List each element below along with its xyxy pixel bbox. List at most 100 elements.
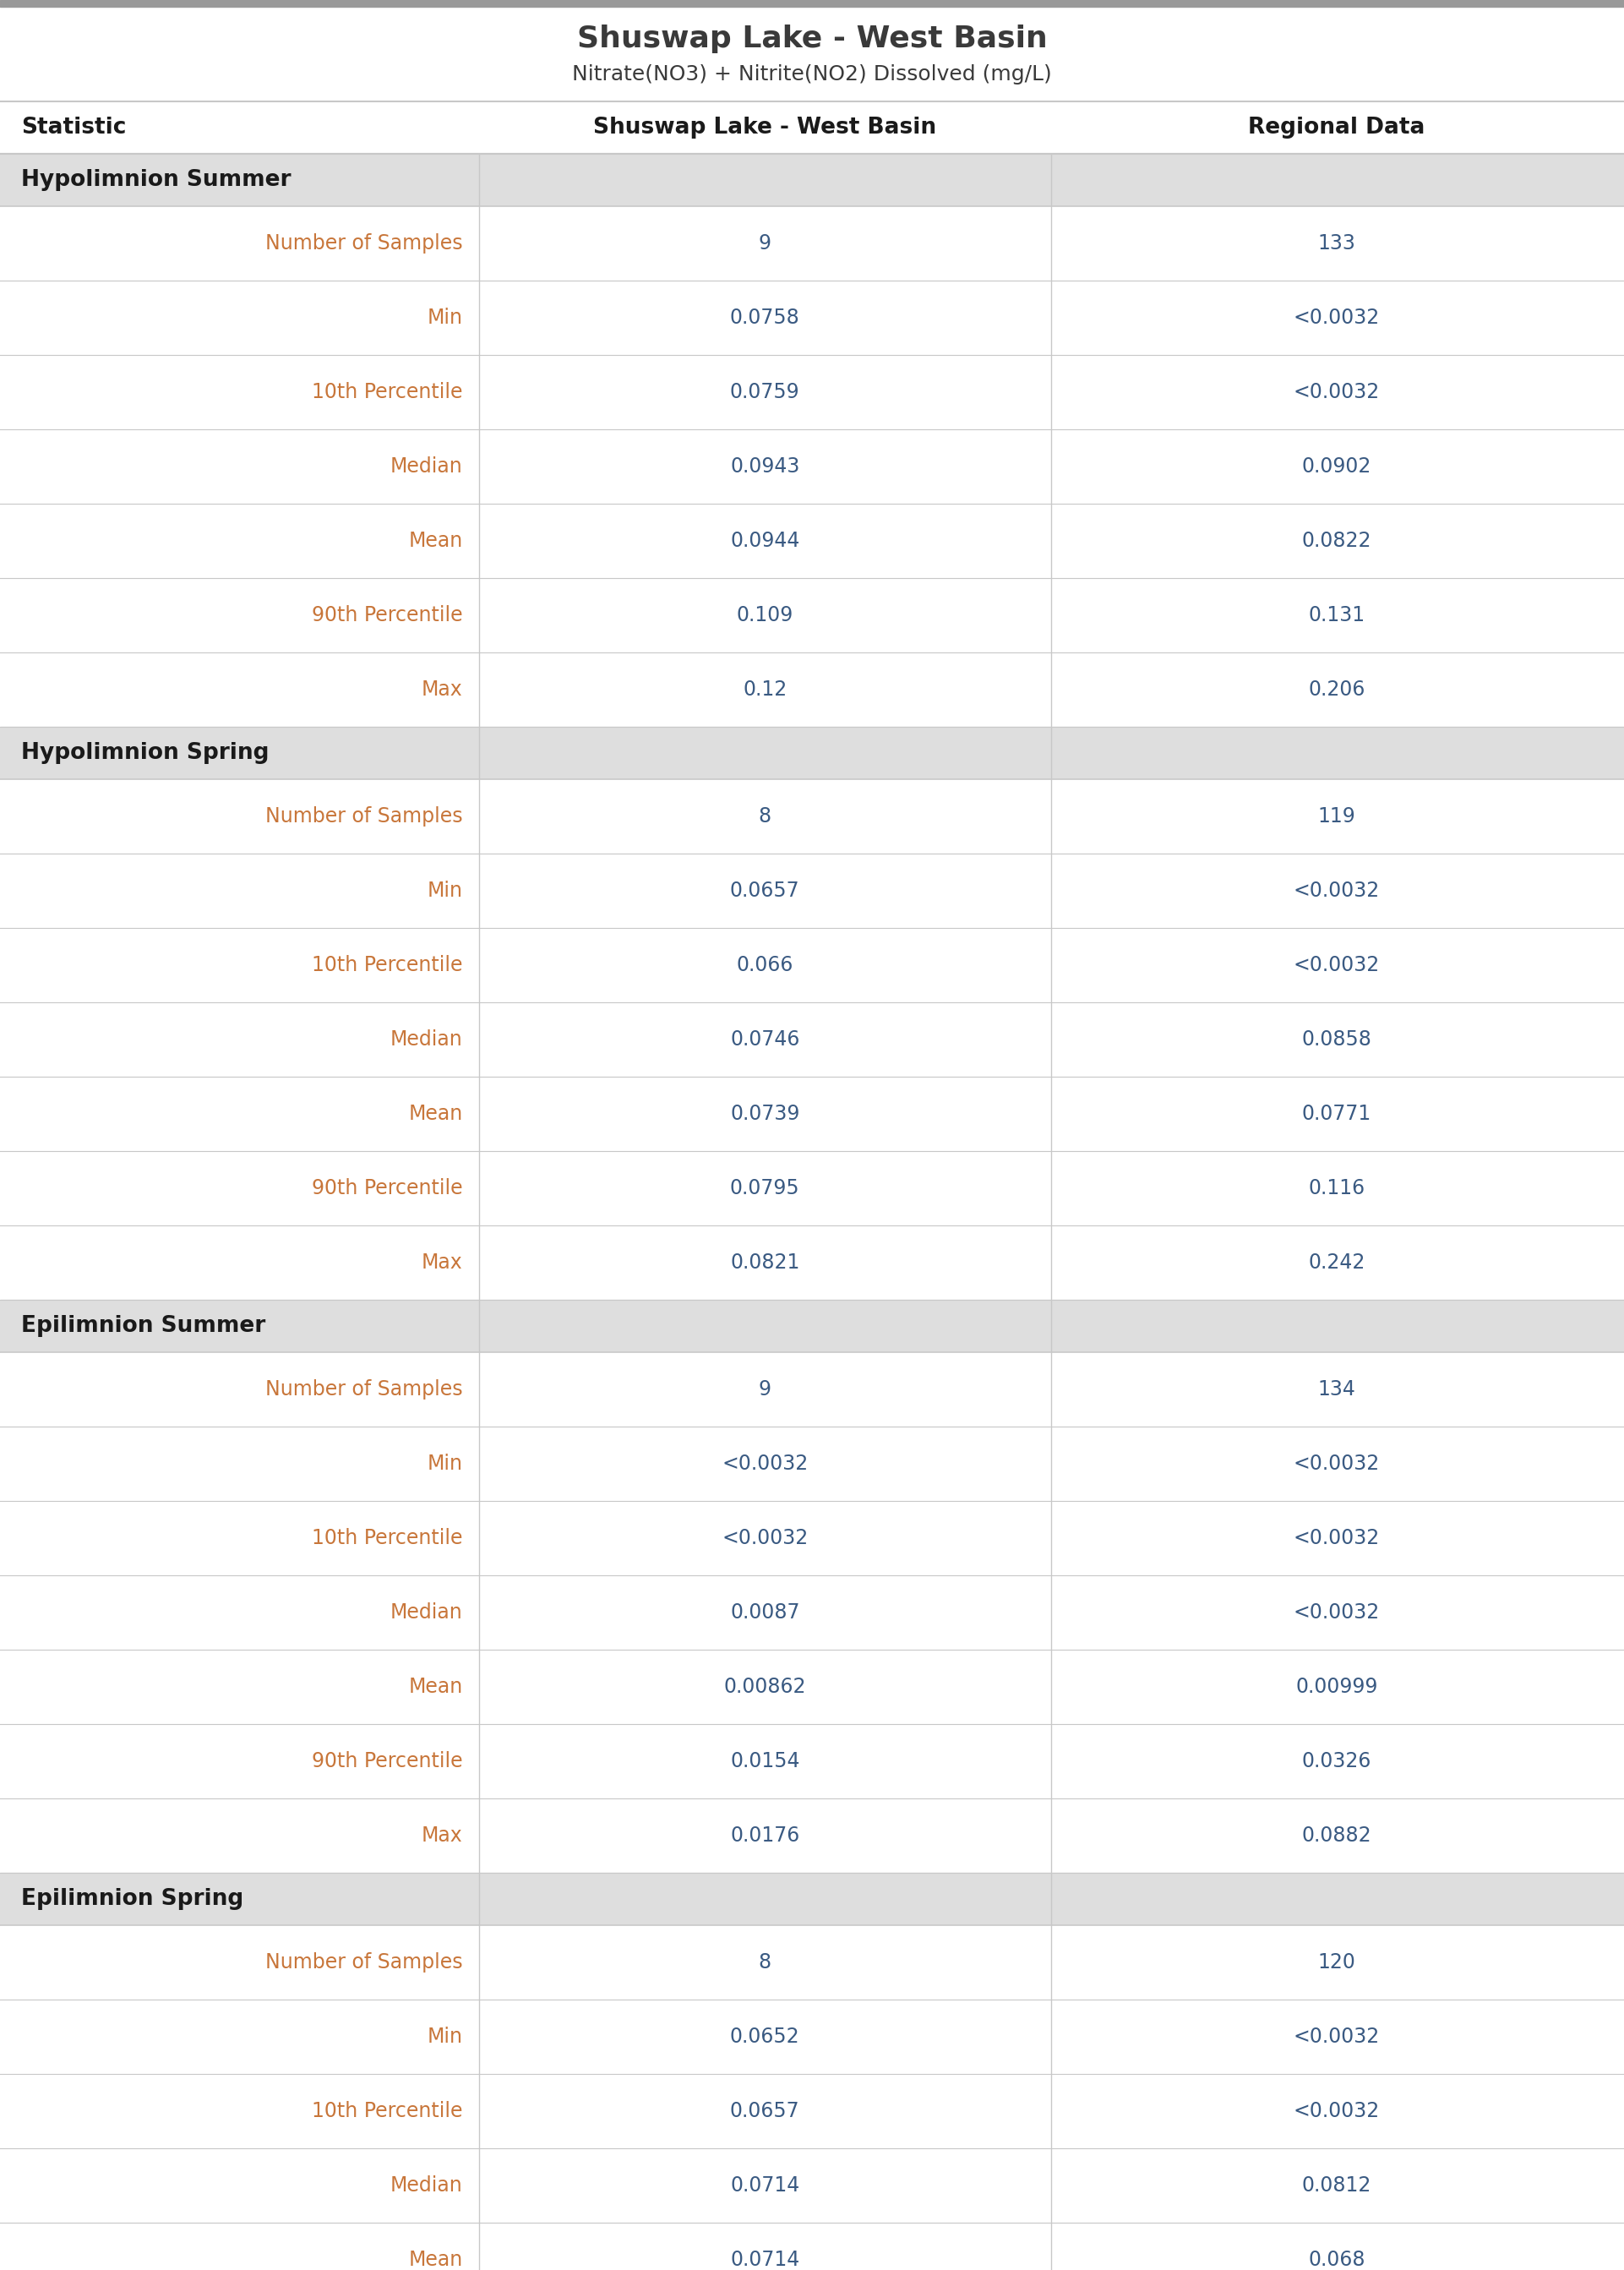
Text: 8: 8 [758, 806, 771, 826]
Text: 0.0652: 0.0652 [731, 2027, 799, 2048]
Text: Max: Max [422, 1825, 463, 1846]
Text: 0.0902: 0.0902 [1302, 456, 1371, 477]
Bar [0, 1575, 1624, 1650]
Bar [0, 154, 1624, 207]
Text: 90th Percentile: 90th Percentile [312, 1750, 463, 1771]
Text: 133: 133 [1317, 234, 1356, 254]
Text: 0.00862: 0.00862 [724, 1678, 806, 1698]
Text: <0.0032: <0.0032 [1293, 1603, 1380, 1623]
Text: Nitrate(NO3) + Nitrite(NO2) Dissolved (mg/L): Nitrate(NO3) + Nitrite(NO2) Dissolved (m… [572, 64, 1052, 84]
Text: 0.066: 0.066 [736, 956, 794, 976]
Bar [0, 726, 1624, 779]
Text: 0.0858: 0.0858 [1301, 1028, 1372, 1049]
Text: 0.0943: 0.0943 [731, 456, 799, 477]
Bar [0, 281, 1624, 354]
Text: Number of Samples: Number of Samples [265, 234, 463, 254]
Text: 0.242: 0.242 [1307, 1253, 1366, 1273]
Text: Mean: Mean [409, 1678, 463, 1698]
Text: 10th Percentile: 10th Percentile [312, 1528, 463, 1548]
Text: 0.0771: 0.0771 [1302, 1103, 1371, 1124]
Text: <0.0032: <0.0032 [1293, 309, 1380, 327]
Text: Number of Samples: Number of Samples [265, 1380, 463, 1401]
Text: Mean: Mean [409, 1103, 463, 1124]
Bar [0, 1723, 1624, 1798]
Text: Statistic: Statistic [21, 116, 127, 138]
Text: 0.0822: 0.0822 [1302, 531, 1371, 552]
Text: Median: Median [390, 1028, 463, 1049]
Text: 0.0657: 0.0657 [731, 2102, 799, 2120]
Text: Median: Median [390, 1603, 463, 1623]
Text: 0.0821: 0.0821 [731, 1253, 799, 1273]
Bar [0, 854, 1624, 928]
Text: Hypolimnion Spring: Hypolimnion Spring [21, 742, 270, 765]
Text: <0.0032: <0.0032 [721, 1528, 809, 1548]
Bar [0, 928, 1624, 1003]
Text: 0.0759: 0.0759 [731, 381, 799, 402]
Bar [0, 1873, 1624, 1925]
Bar [0, 1301, 1624, 1353]
Text: 10th Percentile: 10th Percentile [312, 956, 463, 976]
Text: 0.109: 0.109 [737, 606, 793, 627]
Text: Mean: Mean [409, 2250, 463, 2270]
Text: 90th Percentile: 90th Percentile [312, 1178, 463, 1199]
Text: 10th Percentile: 10th Percentile [312, 2102, 463, 2120]
Text: 0.0714: 0.0714 [731, 2175, 799, 2195]
Text: 0.068: 0.068 [1307, 2250, 1366, 2270]
Text: 0.12: 0.12 [742, 679, 788, 699]
Text: Mean: Mean [409, 531, 463, 552]
Bar [0, 2147, 1624, 2222]
Text: <0.0032: <0.0032 [1293, 1528, 1380, 1548]
Text: Max: Max [422, 1253, 463, 1273]
Bar [0, 2075, 1624, 2147]
Text: Epilimnion Summer: Epilimnion Summer [21, 1314, 265, 1337]
Bar [0, 1226, 1624, 1301]
Text: 0.0758: 0.0758 [729, 309, 801, 327]
Text: 119: 119 [1317, 806, 1356, 826]
Text: 0.0944: 0.0944 [731, 531, 799, 552]
Text: 120: 120 [1317, 1952, 1356, 1973]
Bar [0, 1151, 1624, 1226]
Text: Min: Min [427, 881, 463, 901]
Text: <0.0032: <0.0032 [1293, 956, 1380, 976]
Bar [0, 1076, 1624, 1151]
Text: 9: 9 [758, 1380, 771, 1401]
Text: Epilimnion Spring: Epilimnion Spring [21, 1889, 244, 1909]
Text: 0.0882: 0.0882 [1302, 1825, 1371, 1846]
Bar [0, 579, 1624, 651]
Text: Min: Min [427, 2027, 463, 2048]
Text: 90th Percentile: 90th Percentile [312, 606, 463, 627]
Text: 8: 8 [758, 1952, 771, 1973]
Bar [0, 207, 1624, 281]
Bar [0, 354, 1624, 429]
Text: 0.116: 0.116 [1309, 1178, 1364, 1199]
Text: Min: Min [427, 309, 463, 327]
Bar [0, 2222, 1624, 2270]
Text: 0.0746: 0.0746 [731, 1028, 799, 1049]
Text: Number of Samples: Number of Samples [265, 806, 463, 826]
Text: 134: 134 [1317, 1380, 1356, 1401]
Text: Shuswap Lake - West Basin: Shuswap Lake - West Basin [577, 25, 1047, 52]
Text: Min: Min [427, 1453, 463, 1473]
Text: 0.0795: 0.0795 [731, 1178, 799, 1199]
Bar [0, 7, 1624, 102]
Text: Shuswap Lake - West Basin: Shuswap Lake - West Basin [593, 116, 937, 138]
Text: Max: Max [422, 679, 463, 699]
Text: Median: Median [390, 456, 463, 477]
Text: <0.0032: <0.0032 [1293, 2102, 1380, 2120]
Bar [0, 1798, 1624, 1873]
Text: Regional Data: Regional Data [1249, 116, 1424, 138]
Text: Median: Median [390, 2175, 463, 2195]
Text: 0.0326: 0.0326 [1302, 1750, 1371, 1771]
Bar [0, 1353, 1624, 1426]
Bar [0, 0, 1624, 7]
Text: <0.0032: <0.0032 [1293, 1453, 1380, 1473]
Text: Hypolimnion Summer: Hypolimnion Summer [21, 168, 291, 191]
Text: <0.0032: <0.0032 [1293, 381, 1380, 402]
Bar [0, 651, 1624, 726]
Text: <0.0032: <0.0032 [1293, 881, 1380, 901]
Text: 0.0714: 0.0714 [731, 2250, 799, 2270]
Text: 0.0176: 0.0176 [731, 1825, 799, 1846]
Text: 0.0812: 0.0812 [1302, 2175, 1371, 2195]
Bar [0, 1925, 1624, 2000]
Bar [0, 1426, 1624, 1500]
